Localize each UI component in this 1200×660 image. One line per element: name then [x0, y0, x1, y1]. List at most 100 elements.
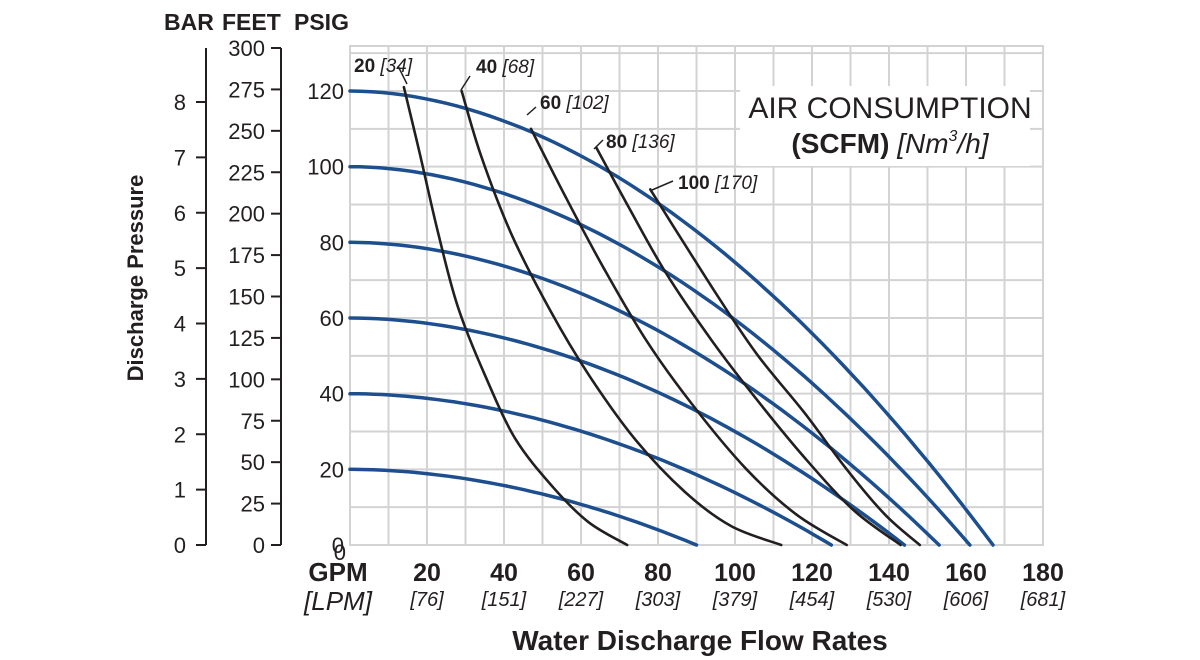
pressure-series-line — [348, 164, 972, 547]
air-curve-nm3h: [170] — [714, 173, 758, 194]
chart-title: AIR CONSUMPTION — [748, 92, 1031, 125]
feet-tick-label: 275 — [228, 77, 265, 102]
x-tick-sublabel: [379] — [712, 589, 758, 611]
x-tick-label: 140 — [868, 559, 910, 587]
y-axis-label: Discharge Pressure — [123, 175, 148, 382]
subtitle-scfm: (SCFM) — [791, 128, 889, 159]
air-curve-line — [529, 127, 848, 547]
bar-axis-header: BAR — [164, 9, 214, 35]
pressure-series-line — [348, 467, 699, 547]
x-unit-gpm: GPM — [308, 557, 367, 587]
x-tick-label: 20 — [413, 559, 441, 587]
air-curve-line — [460, 89, 783, 547]
feet-axis-header: FEET — [222, 9, 281, 35]
feet-tick-label: 175 — [228, 243, 265, 268]
psig-axis: 0 20 40 60 80 100 120 — [307, 79, 344, 558]
x-tick-label: 40 — [490, 559, 518, 587]
psig-tick-label: 0 — [332, 533, 344, 558]
air-curve-nm3h: [68] — [501, 57, 534, 78]
air-curve-scfm: 100 — [678, 173, 715, 194]
bar-tick-label: 3 — [174, 367, 186, 392]
air-curve-leader — [460, 75, 471, 91]
feet-tick-label: 0 — [253, 533, 265, 558]
feet-tick-label: 150 — [228, 285, 265, 310]
psig-tick-label: 80 — [320, 230, 344, 255]
x-tick-sublabel: [530] — [866, 589, 912, 611]
bar-tick-label: 4 — [174, 312, 186, 337]
bar-tick-label: 1 — [174, 478, 186, 503]
chart-subtitle: (SCFM) [Nm3/h] — [791, 128, 989, 159]
bar-tick-label: 5 — [174, 256, 186, 281]
pressure-series-line — [348, 240, 941, 547]
bar-tick-label: 2 — [174, 422, 186, 447]
feet-tick-label: 125 — [228, 326, 265, 351]
air-curve-label: 80 [136] — [606, 132, 675, 153]
air-curve-scfm: 40 — [476, 57, 502, 78]
psig-tick-label: 40 — [320, 382, 344, 407]
air-curve-leader — [526, 106, 537, 116]
air-curve-line — [649, 188, 922, 547]
x-axis-label: Water Discharge Flow Rates — [512, 625, 888, 656]
air-curve-label: 60 [102] — [540, 93, 609, 114]
bar-tick-label: 6 — [174, 201, 186, 226]
psig-axis-header: PSIG — [294, 9, 349, 35]
feet-tick-label: 300 — [228, 36, 265, 61]
air-curve-scfm: 60 — [540, 93, 566, 114]
subtitle-unit-pre: [Nm — [896, 128, 948, 159]
x-unit-lpm: [LPM] — [303, 586, 373, 616]
air-curve-label: 40 [68] — [476, 57, 535, 78]
bar-axis: 0 1 2 3 4 5 6 7 8 — [174, 48, 207, 558]
x-tick-label: 120 — [791, 559, 833, 587]
feet-tick-label: 50 — [241, 450, 265, 475]
pressure-series-layer — [348, 89, 995, 547]
x-tick-label: 100 — [714, 559, 756, 587]
x-tick-sublabel: [303] — [635, 589, 681, 611]
feet-tick-label: 75 — [241, 409, 265, 434]
feet-tick-label: 100 — [228, 367, 265, 392]
subtitle-unit-post: /h] — [955, 128, 989, 159]
air-curve-label: 100 [170] — [678, 173, 758, 194]
bar-tick-label: 7 — [174, 145, 186, 170]
feet-tick-label: 200 — [228, 202, 265, 227]
air-curve-leader — [593, 139, 604, 150]
x-tick-label: 80 — [644, 559, 672, 587]
bar-tick-label: 8 — [174, 90, 186, 115]
x-tick-sublabel: [76] — [409, 589, 444, 611]
x-tick-sublabel: [681] — [1020, 589, 1066, 611]
pressure-series-line — [348, 89, 995, 547]
x-tick-sublabel: [227] — [558, 589, 604, 611]
x-tick-sublabel: [606] — [943, 589, 989, 611]
x-tick-label: 160 — [945, 559, 987, 587]
x-tick-label: 60 — [567, 559, 595, 587]
psig-tick-label: 120 — [307, 79, 344, 104]
air-curve-nm3h: [34] — [379, 56, 412, 77]
title-backdrop — [740, 86, 1030, 166]
feet-axis: 0 25 50 75 100 125 150 175 200 225 250 275 300 — [228, 36, 282, 558]
psig-tick-label: 20 — [320, 457, 344, 482]
air-curve-leader — [397, 65, 408, 85]
air-curve-line — [595, 146, 902, 547]
pressure-series-line — [348, 391, 834, 547]
feet-tick-label: 250 — [228, 119, 265, 144]
x-tick-sublabel: [454] — [789, 589, 835, 611]
air-consumption-layer: 20 [34] 40 [68]60 [102]80 [136]100 [170] — [354, 56, 922, 547]
x-axis: 20[76] 40[151] 60[227] 80[303] 100[379] 120[4… — [334, 540, 1066, 611]
air-curve-leader — [651, 180, 674, 191]
air-curve-line — [402, 85, 629, 547]
subtitle-unit-sup: 3 — [949, 128, 958, 145]
psig-tick-label: 60 — [320, 306, 344, 331]
x-origin-label: 0 — [334, 540, 346, 565]
air-curve-scfm: 20 — [354, 56, 380, 77]
psig-tick-label: 100 — [307, 155, 344, 180]
bar-tick-label: 0 — [174, 533, 186, 558]
air-curve-nm3h: [102] — [565, 93, 609, 114]
x-tick-sublabel: [151] — [481, 589, 527, 611]
x-tick-label: 180 — [1022, 559, 1064, 587]
pressure-series-line — [348, 316, 907, 547]
feet-tick-label: 225 — [228, 160, 265, 185]
air-curve-nm3h: [136] — [631, 132, 675, 153]
feet-tick-label: 25 — [241, 492, 265, 517]
air-curve-label: 20 [34] — [354, 56, 413, 77]
air-curve-scfm: 80 — [606, 132, 632, 153]
